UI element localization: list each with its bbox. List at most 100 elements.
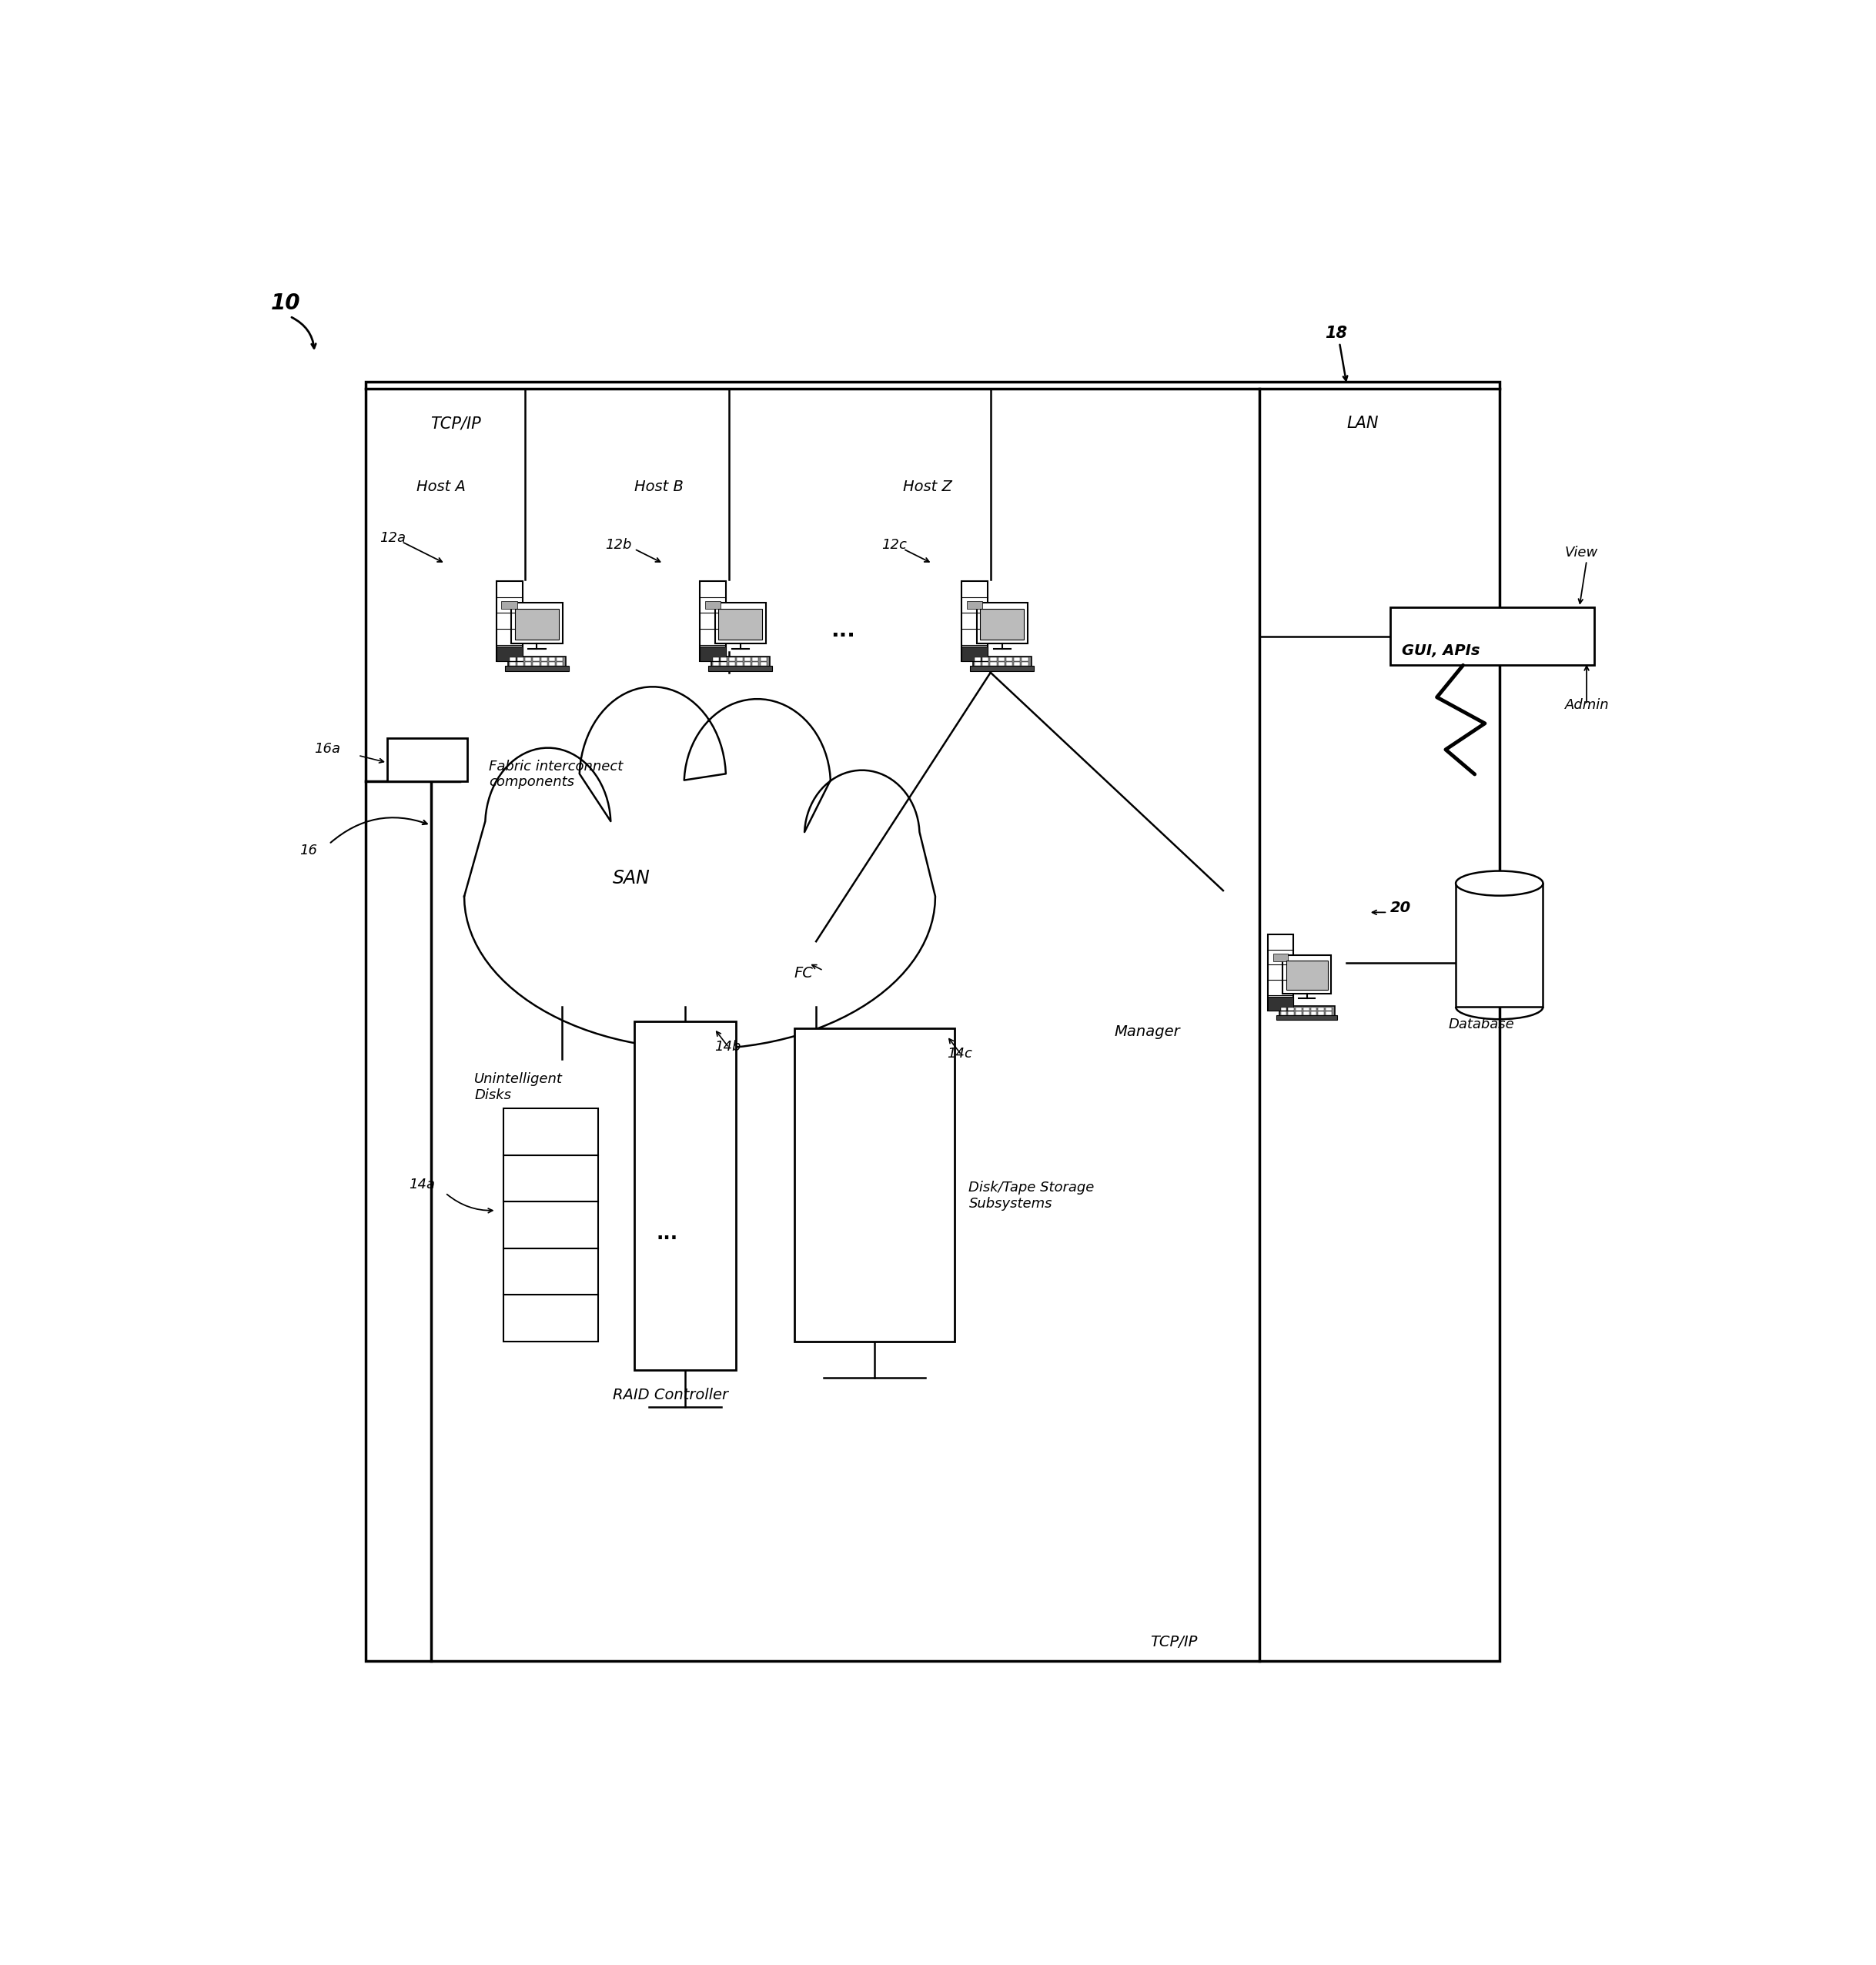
Bar [503,1203,598,1248]
Bar [720,662,728,666]
Bar [495,582,522,660]
Bar [386,739,467,782]
Bar [728,658,735,662]
Bar [503,1295,598,1342]
Bar [1022,662,1028,666]
Bar [709,666,773,672]
Bar [1022,658,1028,662]
Text: 12a: 12a [379,531,405,544]
Bar [1279,1006,1334,1016]
Bar [557,658,563,662]
Bar [974,656,1032,666]
Bar [1289,1012,1294,1016]
Text: SAN: SAN [612,869,651,886]
Bar [557,662,563,666]
Bar [974,662,981,666]
Bar [508,662,516,666]
Bar [715,603,765,643]
Bar [752,658,758,662]
Bar [1006,658,1013,662]
Bar [1274,953,1289,961]
Bar [700,646,726,660]
Bar [728,662,735,666]
Bar [1326,1012,1332,1016]
Bar [1289,1008,1294,1010]
Bar [525,658,531,662]
Text: 20: 20 [1390,900,1411,916]
Bar [974,658,981,662]
Bar [508,658,516,662]
Bar [540,662,548,666]
Text: TCP/IP: TCP/IP [431,417,482,432]
Bar [1268,996,1293,1010]
Bar [760,658,767,662]
Bar [1296,1008,1302,1010]
Text: LAN: LAN [1347,417,1379,432]
Text: Host Z: Host Z [904,479,953,493]
Bar [745,662,750,666]
Bar [508,656,567,666]
Bar [713,658,719,662]
Bar [525,662,531,666]
Bar [1304,1008,1309,1010]
Bar [700,582,726,660]
Bar [760,662,767,666]
Bar [970,666,1034,672]
Bar [550,662,555,666]
Bar [966,601,983,609]
Text: Manager: Manager [1114,1024,1180,1039]
Bar [503,1248,598,1295]
Bar [1390,607,1595,666]
Text: GUI, APIs: GUI, APIs [1401,643,1480,658]
Text: 14a: 14a [409,1177,435,1191]
Bar [983,658,989,662]
Bar [752,662,758,666]
Text: 16a: 16a [315,741,341,757]
Text: Unintelligent
Disks: Unintelligent Disks [475,1073,563,1102]
Bar [540,658,548,662]
Text: Database: Database [1448,1018,1514,1032]
Bar [1015,662,1021,666]
Polygon shape [463,688,936,1049]
Bar [1015,658,1021,662]
Bar [998,662,1004,666]
Bar [1268,935,1293,1010]
Bar [503,1155,598,1203]
Bar [533,662,538,666]
Bar [1281,1012,1287,1016]
Bar [998,658,1004,662]
Text: Admin: Admin [1565,698,1610,711]
Text: FC: FC [794,967,814,981]
Text: 12b: 12b [606,538,632,552]
Bar [518,662,523,666]
Bar [720,658,728,662]
Text: Disk/Tape Storage
Subsystems: Disk/Tape Storage Subsystems [968,1181,1094,1210]
Bar [1304,1012,1309,1016]
Bar [505,666,568,672]
Bar [518,658,523,662]
Bar [713,662,719,666]
Bar [794,1028,955,1342]
Ellipse shape [1456,870,1542,896]
Bar [991,662,996,666]
Bar [501,601,518,609]
Bar [503,1108,598,1155]
Bar [745,658,750,662]
Bar [1326,1008,1332,1010]
Bar [366,381,1499,1660]
Bar [634,1022,735,1370]
Bar [981,609,1024,639]
Bar [719,609,762,639]
Text: TCP/IP: TCP/IP [1150,1635,1197,1649]
Bar [533,658,538,662]
Bar [977,603,1028,643]
Bar [983,662,989,666]
Text: Host A: Host A [416,479,465,493]
Bar [1311,1012,1317,1016]
Bar [1319,1012,1324,1016]
Bar [705,601,720,609]
Bar [550,658,555,662]
Bar [737,662,743,666]
Text: Host B: Host B [634,479,683,493]
Bar [1311,1008,1317,1010]
